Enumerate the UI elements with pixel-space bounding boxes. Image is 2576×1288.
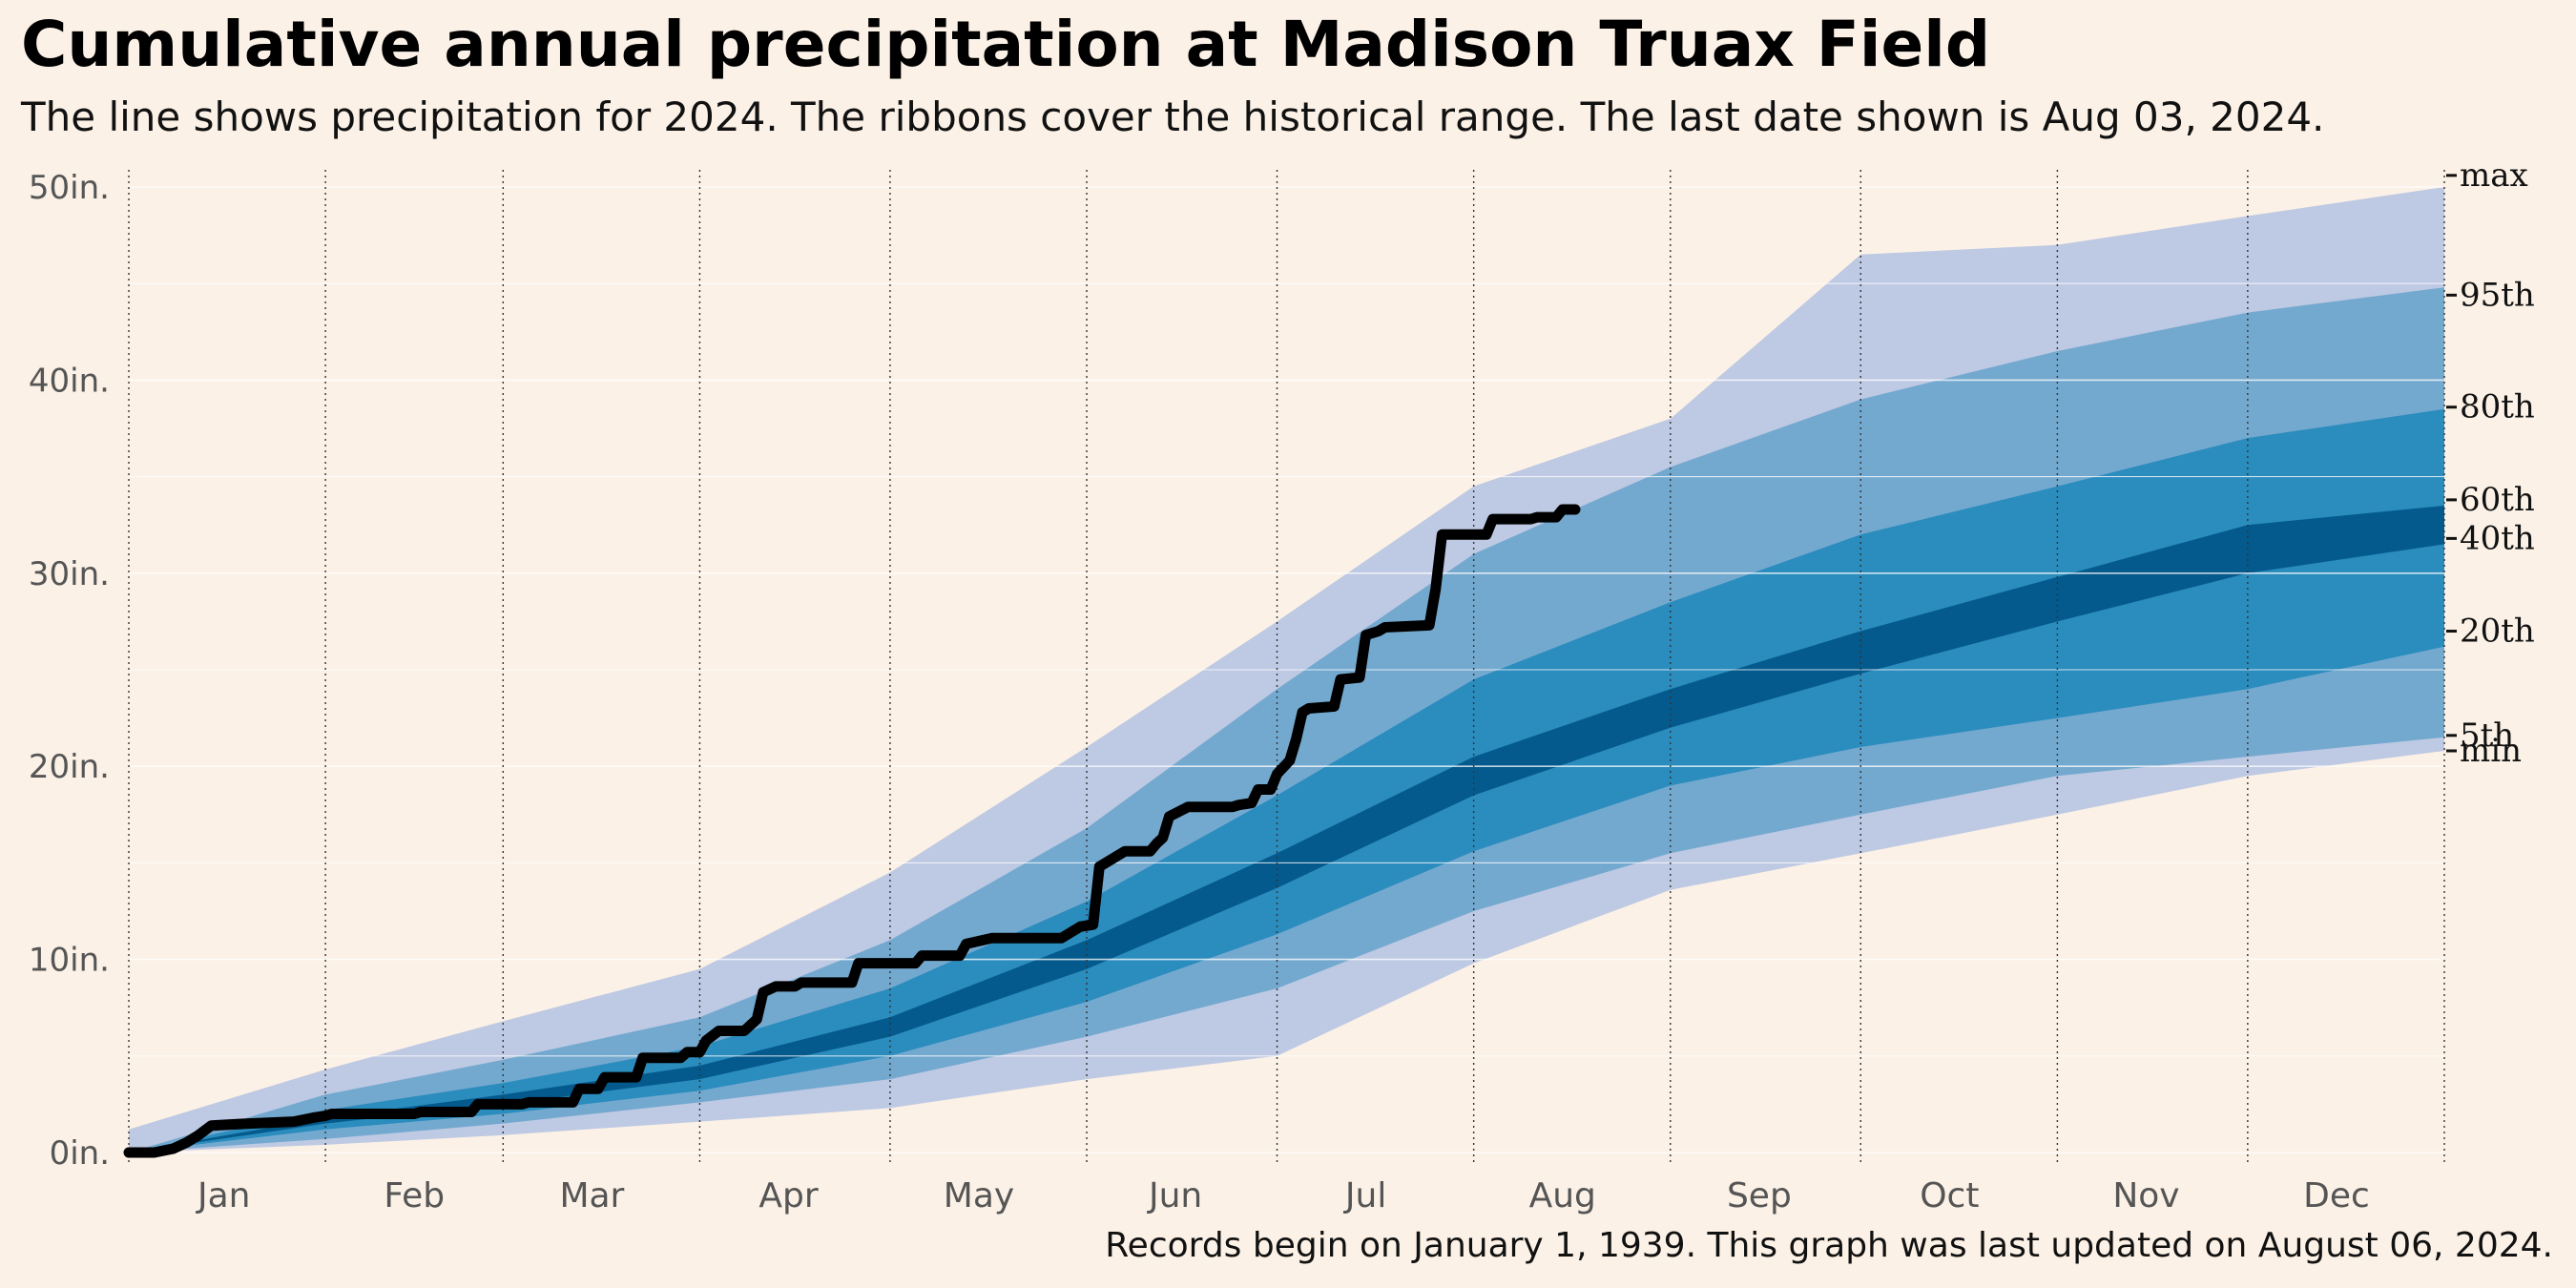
- y-tick-label: 50in.: [29, 169, 110, 207]
- percentile-label: 60th: [2460, 481, 2535, 519]
- percentile-label: 40th: [2460, 519, 2535, 557]
- y-tick-label: 30in.: [29, 555, 110, 593]
- y-tick-label: 0in.: [50, 1134, 110, 1173]
- percentile-label: min: [2460, 732, 2522, 770]
- x-tick-label: Jul: [1343, 1176, 1386, 1215]
- band-40-60: [129, 506, 2444, 1153]
- y-tick-label: 20in.: [29, 748, 110, 786]
- band-5-95: [129, 287, 2444, 1153]
- chart-caption: Records begin on January 1, 1939. This g…: [1105, 1226, 2553, 1265]
- x-tick-label: Nov: [2112, 1176, 2179, 1215]
- y-tick-label: 40in.: [29, 362, 110, 400]
- series-2024-layer: [123, 504, 1581, 1158]
- percentile-label: 5th: [2460, 717, 2514, 755]
- x-tick-label: Oct: [1920, 1176, 1979, 1215]
- y-axis: 0in. 10in. 20in. 30in. 40in. 50in.: [29, 169, 110, 1173]
- x-tick-label: Jun: [1147, 1176, 1202, 1215]
- y-tick-label: 10in.: [29, 942, 110, 980]
- x-tick-label: Sep: [1727, 1176, 1792, 1215]
- percentile-label: 20th: [2460, 613, 2535, 651]
- x-tick-label: Aug: [1529, 1176, 1596, 1215]
- x-tick-label: Apr: [758, 1176, 818, 1215]
- percentile-label: max: [2460, 156, 2528, 195]
- chart-subtitle: The line shows precipitation for 2024. T…: [21, 93, 2325, 140]
- percentile-label: 95th: [2460, 276, 2535, 314]
- series-2024-line: [123, 504, 1581, 1158]
- chart-title: Cumulative annual precipitation at Madis…: [21, 8, 1991, 81]
- x-tick-label: May: [944, 1176, 1014, 1215]
- x-axis: Jan Feb Mar Apr May Jun Jul Aug Sep Oct Nov Dec: [196, 1176, 2370, 1215]
- x-tick-label: Jan: [196, 1176, 251, 1215]
- x-tick-label: Feb: [384, 1176, 445, 1215]
- x-tick-label: Mar: [559, 1176, 624, 1215]
- band-20-80: [129, 408, 2444, 1153]
- x-tick-label: Dec: [2303, 1176, 2370, 1215]
- percentile-label: 80th: [2460, 388, 2535, 426]
